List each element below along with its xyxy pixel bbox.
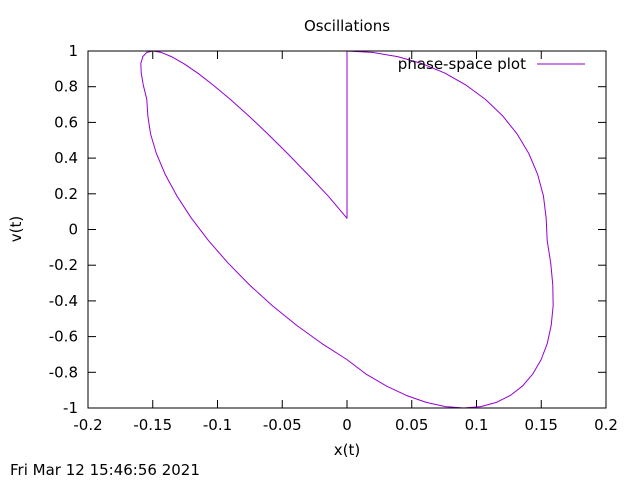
x-tick-label: -0.15 <box>133 416 172 434</box>
timestamp: Fri Mar 12 15:46:56 2021 <box>10 461 200 479</box>
y-tick-label: -0.2 <box>49 256 78 274</box>
x-axis-label: x(t) <box>334 441 360 459</box>
y-tick-label: 0.2 <box>54 185 78 203</box>
chart-title: Oscillations <box>304 17 390 35</box>
x-axis-ticks: -0.2 -0.15 -0.1 -0.05 0 0.05 0.1 0.15 0.2 <box>73 51 618 434</box>
x-tick-label: 0.2 <box>594 416 618 434</box>
plot-frame <box>87 50 607 409</box>
x-tick-label: -0.05 <box>263 416 302 434</box>
y-tick-label: 0 <box>68 221 78 239</box>
x-tick-label: 0.15 <box>525 416 558 434</box>
y-axis-ticks: -1 -0.8 -0.6 -0.4 -0.2 0 0.2 0.4 0.6 0.8 1 <box>49 42 606 417</box>
legend-label: phase-space plot <box>398 55 526 73</box>
x-tick-label: -0.2 <box>73 416 102 434</box>
y-tick-label: -0.4 <box>49 292 78 310</box>
y-tick-label: 0.4 <box>54 149 78 167</box>
plot-series <box>140 50 554 409</box>
y-tick-label: 1 <box>68 42 78 60</box>
x-tick-label: 0 <box>342 416 352 434</box>
legend: phase-space plot <box>398 55 585 73</box>
y-axis-label: v(t) <box>7 216 25 242</box>
y-tick-label: -1 <box>63 399 78 417</box>
y-tick-label: -0.6 <box>49 328 78 346</box>
y-tick-label: -0.8 <box>49 363 78 381</box>
x-tick-label: 0.1 <box>465 416 489 434</box>
y-tick-label: 0.6 <box>54 113 78 131</box>
y-tick-label: 0.8 <box>54 78 78 96</box>
x-tick-label: -0.1 <box>203 416 232 434</box>
x-tick-label: 0.05 <box>395 416 428 434</box>
series-line <box>140 50 554 409</box>
